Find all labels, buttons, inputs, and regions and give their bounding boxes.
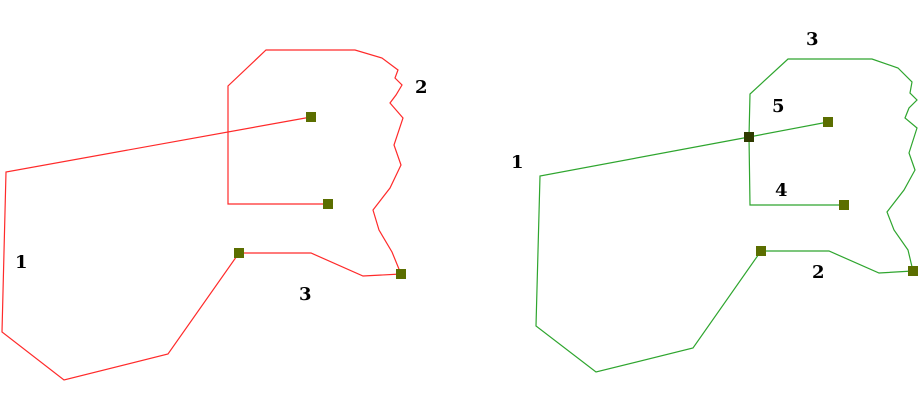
left-node-inner-bottom bbox=[323, 199, 333, 209]
right-node-inner-bottom bbox=[839, 200, 849, 210]
left-label-3: 3 bbox=[299, 284, 312, 305]
left-figure: 1 2 3 bbox=[1, 49, 428, 381]
right-line-1 bbox=[535, 136, 762, 373]
right-node-bottom-middle bbox=[756, 246, 766, 256]
right-label-5: 5 bbox=[772, 96, 785, 117]
left-line-2 bbox=[227, 49, 404, 275]
right-figure: 1 2 3 4 5 bbox=[511, 29, 918, 373]
right-node-right bbox=[908, 266, 918, 276]
right-label-1: 1 bbox=[511, 152, 524, 173]
left-label-1: 1 bbox=[15, 252, 28, 273]
left-node-right bbox=[396, 269, 406, 279]
right-line-3 bbox=[748, 58, 918, 272]
right-node-intersection bbox=[744, 132, 754, 142]
left-line-1 bbox=[1, 116, 312, 381]
right-label-4: 4 bbox=[775, 180, 788, 201]
left-label-2: 2 bbox=[415, 77, 428, 98]
left-node-inner-top bbox=[306, 112, 316, 122]
left-line-3 bbox=[239, 252, 402, 277]
right-line-2 bbox=[761, 250, 914, 274]
right-line-4 bbox=[748, 136, 844, 206]
right-label-3: 3 bbox=[806, 29, 819, 50]
right-label-2: 2 bbox=[812, 262, 825, 283]
right-line-5 bbox=[748, 121, 829, 138]
right-node-inner-top bbox=[823, 117, 833, 127]
left-node-bottom-middle bbox=[234, 248, 244, 258]
